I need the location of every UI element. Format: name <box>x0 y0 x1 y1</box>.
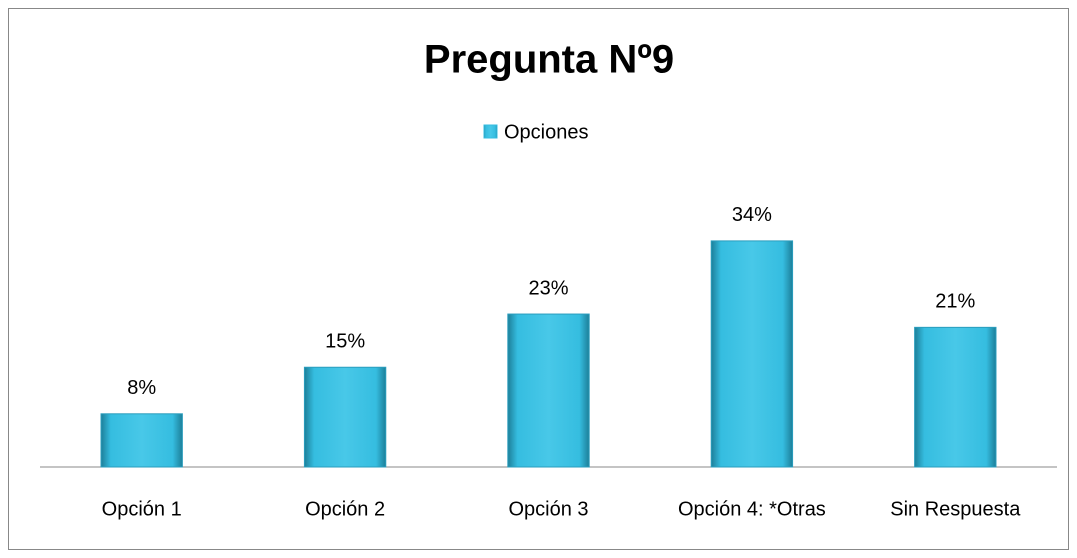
bar <box>303 366 387 468</box>
bar <box>100 413 183 468</box>
value-label: 15% <box>325 331 365 353</box>
x-tick-label: Sin Respuesta <box>890 498 1021 520</box>
bar <box>507 313 590 468</box>
chart-title: Pregunta Nº9 <box>424 38 674 82</box>
legend-swatch <box>483 124 498 139</box>
x-tick-label: Opción 2 <box>305 498 385 520</box>
value-label: 34% <box>732 204 772 226</box>
x-tick-label: Opción 4: *Otras <box>678 498 826 520</box>
legend-label: Opciones <box>504 121 589 143</box>
value-label: 8% <box>127 377 156 399</box>
value-label: 21% <box>935 291 975 313</box>
x-tick-label: Opción 1 <box>102 498 182 520</box>
x-tick-label: Opción 3 <box>508 498 588 520</box>
bar <box>914 326 997 468</box>
bar <box>710 240 794 468</box>
value-label: 23% <box>528 277 568 299</box>
